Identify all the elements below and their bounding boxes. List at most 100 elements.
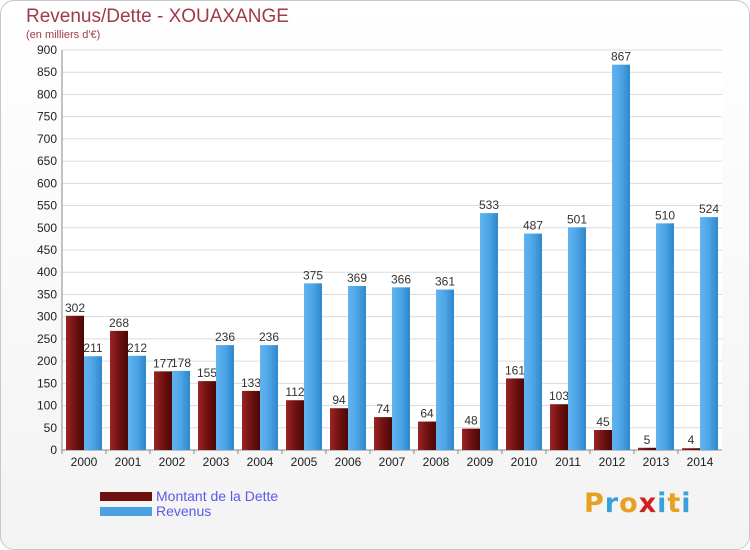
data-label-revenus: 501 bbox=[567, 212, 587, 226]
x-tick-label: 2014 bbox=[687, 455, 714, 469]
bar-revenus bbox=[84, 356, 102, 450]
y-tick-label: 50 bbox=[44, 421, 58, 435]
logo-letter: t bbox=[667, 488, 682, 519]
x-tick-label: 2005 bbox=[291, 455, 318, 469]
bar-dette bbox=[66, 315, 84, 450]
x-tick-label: 2004 bbox=[247, 455, 274, 469]
data-label-revenus: 236 bbox=[215, 330, 235, 344]
bar-revenus bbox=[480, 213, 498, 450]
y-tick-label: 250 bbox=[37, 332, 57, 346]
data-label-dette: 5 bbox=[644, 433, 651, 447]
y-tick-label: 200 bbox=[37, 354, 57, 368]
data-label-dette: 177 bbox=[153, 356, 173, 370]
x-tick-label: 2007 bbox=[379, 455, 406, 469]
x-tick-label: 2011 bbox=[555, 455, 581, 469]
data-label-dette: 268 bbox=[109, 316, 129, 330]
logo-letter: o bbox=[619, 488, 639, 519]
logo-letter: i bbox=[681, 488, 692, 519]
bar-revenus bbox=[568, 227, 586, 450]
y-tick-label: 850 bbox=[37, 65, 57, 79]
data-label-revenus: 867 bbox=[611, 50, 631, 64]
legend-swatch-dette bbox=[100, 491, 152, 501]
y-tick-label: 900 bbox=[37, 43, 57, 57]
bar-revenus bbox=[656, 223, 674, 450]
logo-letter: r bbox=[604, 488, 620, 519]
bar-dette bbox=[594, 430, 612, 450]
bar-dette bbox=[330, 408, 348, 450]
data-label-revenus: 524 bbox=[699, 202, 719, 216]
bar-dette bbox=[242, 390, 260, 450]
x-tick-label: 2003 bbox=[203, 455, 230, 469]
y-tick-label: 300 bbox=[37, 310, 57, 324]
data-label-dette: 112 bbox=[285, 385, 304, 399]
y-tick-label: 750 bbox=[37, 110, 57, 124]
bar-revenus bbox=[216, 345, 234, 450]
legend-item-dette: Montant de la Dette bbox=[100, 488, 278, 504]
data-label-revenus: 212 bbox=[127, 341, 147, 355]
bar-revenus bbox=[260, 345, 278, 450]
x-tick-label: 2012 bbox=[599, 455, 626, 469]
data-label-revenus: 533 bbox=[479, 198, 499, 212]
bar-revenus bbox=[612, 64, 630, 451]
y-tick-label: 450 bbox=[37, 243, 57, 257]
y-tick-label: 350 bbox=[37, 287, 57, 301]
logo-letter: i bbox=[657, 488, 668, 519]
data-label-dette: 161 bbox=[505, 363, 525, 377]
bar-dette bbox=[506, 378, 524, 450]
bar-dette bbox=[110, 330, 128, 450]
bar-dette bbox=[374, 417, 392, 450]
data-label-revenus: 178 bbox=[171, 356, 191, 370]
bar-revenus bbox=[700, 217, 718, 450]
logo-letter: P bbox=[584, 488, 605, 519]
y-tick-label: 700 bbox=[37, 132, 57, 146]
data-label-dette: 103 bbox=[549, 389, 569, 403]
x-tick-label: 2013 bbox=[643, 455, 670, 469]
data-label-revenus: 375 bbox=[303, 268, 323, 282]
data-label-dette: 64 bbox=[420, 407, 434, 421]
bar-revenus bbox=[524, 233, 542, 450]
bar-revenus bbox=[392, 287, 410, 450]
y-tick-label: 550 bbox=[37, 199, 57, 213]
legend-item-revenus: Revenus bbox=[100, 503, 211, 519]
y-tick-label: 500 bbox=[37, 221, 57, 235]
y-tick-label: 400 bbox=[37, 265, 57, 279]
chart-title: Revenus/Dette - XOUAXANGE bbox=[26, 6, 289, 27]
data-label-dette: 94 bbox=[332, 393, 346, 407]
y-tick-label: 650 bbox=[37, 154, 57, 168]
bar-dette bbox=[198, 381, 216, 450]
bar-dette bbox=[154, 371, 172, 450]
data-label-dette: 45 bbox=[596, 415, 610, 429]
data-label-dette: 302 bbox=[65, 301, 85, 315]
y-tick-label: 800 bbox=[37, 87, 57, 101]
data-label-dette: 4 bbox=[688, 433, 695, 447]
bar-dette bbox=[418, 421, 436, 450]
y-tick-label: 600 bbox=[37, 176, 57, 190]
data-label-dette: 155 bbox=[197, 366, 217, 380]
bar-dette bbox=[638, 447, 656, 450]
legend-label-dette: Montant de la Dette bbox=[156, 488, 279, 504]
x-tick-label: 2010 bbox=[511, 455, 538, 469]
y-tick-label: 150 bbox=[37, 376, 57, 390]
y-tick-label: 100 bbox=[37, 399, 57, 413]
data-label-revenus: 236 bbox=[259, 330, 279, 344]
data-label-revenus: 369 bbox=[347, 271, 367, 285]
legend-swatch-revenus bbox=[100, 506, 152, 516]
bar-revenus bbox=[172, 370, 190, 450]
data-label-revenus: 211 bbox=[83, 341, 102, 355]
bar-dette bbox=[682, 448, 700, 450]
x-tick-label: 2006 bbox=[335, 455, 362, 469]
data-label-revenus: 510 bbox=[655, 208, 675, 222]
bar-dette bbox=[462, 428, 480, 450]
bar-revenus bbox=[436, 289, 454, 450]
y-tick-label: 0 bbox=[50, 443, 57, 457]
data-label-dette: 133 bbox=[241, 376, 261, 390]
x-tick-label: 2001 bbox=[115, 455, 142, 469]
data-label-dette: 74 bbox=[376, 402, 390, 416]
data-label-revenus: 487 bbox=[523, 219, 543, 233]
x-tick-label: 2009 bbox=[467, 455, 494, 469]
legend-label-revenus: Revenus bbox=[156, 503, 212, 519]
data-label-revenus: 361 bbox=[435, 275, 455, 289]
brand-logo[interactable]: Proxiti bbox=[584, 488, 692, 519]
bar-revenus bbox=[304, 283, 322, 450]
